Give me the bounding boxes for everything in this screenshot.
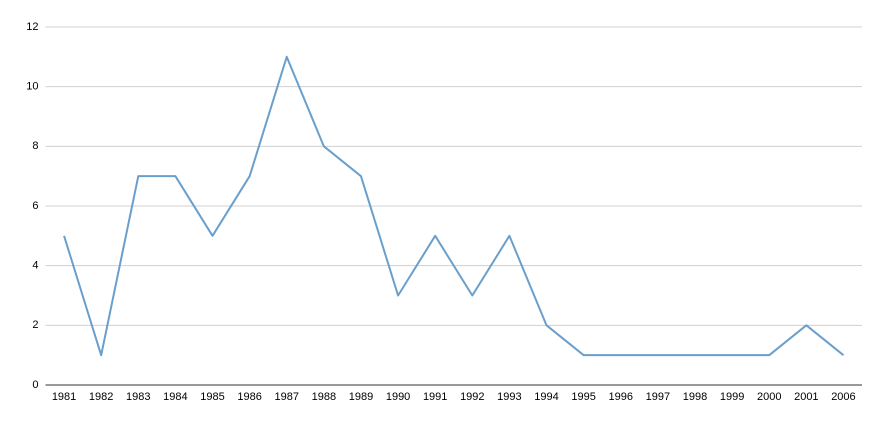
data-line xyxy=(63,55,845,357)
y-tick-label: 8 xyxy=(32,140,38,152)
y-tick-label: 12 xyxy=(26,21,38,33)
x-tick-label: 2001 xyxy=(794,391,818,403)
y-tick-label: 10 xyxy=(26,81,38,93)
y-tick-label: 0 xyxy=(32,379,38,391)
x-tick-label: 1989 xyxy=(349,391,373,403)
x-tick-label: 1991 xyxy=(423,391,447,403)
x-tick-label: 1998 xyxy=(683,391,707,403)
y-tick-label: 4 xyxy=(32,260,38,272)
y-tick-label: 2 xyxy=(32,319,38,331)
y-tick-label: 6 xyxy=(32,200,38,212)
x-tick-label: 1984 xyxy=(163,391,187,403)
x-tick-label: 1999 xyxy=(720,391,744,403)
x-tick-label: 1987 xyxy=(274,391,298,403)
x-tick-label: 1986 xyxy=(237,391,261,403)
x-tick-label: 1981 xyxy=(52,391,76,403)
x-tick-label: 1983 xyxy=(126,391,150,403)
x-tick-label: 1990 xyxy=(386,391,410,403)
x-tick-label: 2000 xyxy=(757,391,781,403)
x-tick-label: 1993 xyxy=(497,391,521,403)
x-tick-label: 1996 xyxy=(609,391,633,403)
x-tick-label: 1994 xyxy=(534,391,558,403)
x-tick-label: 1988 xyxy=(312,391,336,403)
x-tick-label: 1985 xyxy=(200,391,224,403)
x-tick-label: 1992 xyxy=(460,391,484,403)
x-tick-label: 1995 xyxy=(571,391,595,403)
x-tick-label: 1997 xyxy=(646,391,670,403)
x-tick-label: 2006 xyxy=(831,391,855,403)
x-tick-label: 1982 xyxy=(89,391,113,403)
